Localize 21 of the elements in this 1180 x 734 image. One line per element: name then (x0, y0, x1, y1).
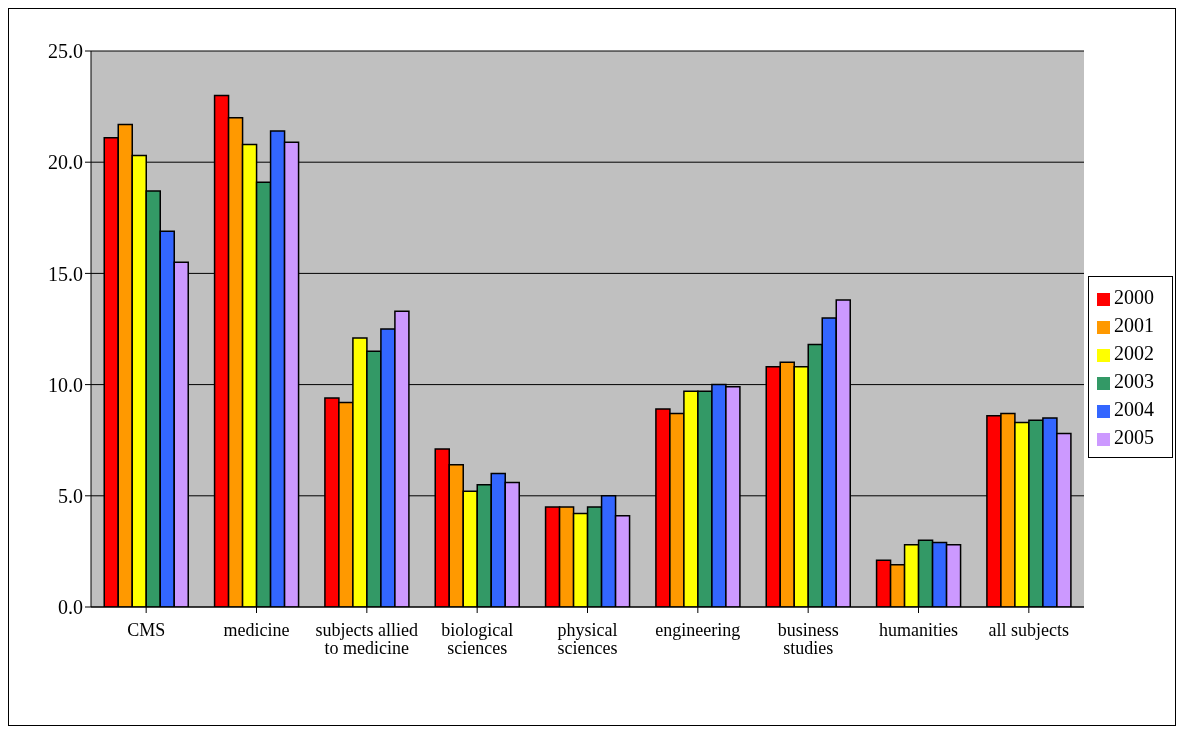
x-tick-label: humanities (879, 619, 958, 640)
x-tick-label: business studies (777, 619, 839, 658)
legend-label: 2000 (1114, 286, 1154, 308)
y-tick-label: 20.0 (48, 151, 83, 174)
x-tick-label: biological sciences (441, 619, 514, 658)
y-tick-label: 25.0 (48, 40, 83, 63)
legend-label: 2002 (1114, 342, 1154, 364)
legend-label: 2001 (1114, 314, 1154, 336)
x-tick-label: CMS (127, 619, 166, 640)
x-tick-label: subjects allied to medicine (315, 619, 419, 658)
y-tick-label: 0.0 (58, 596, 83, 619)
legend-label: 2004 (1114, 398, 1154, 420)
legend-label: 2005 (1114, 426, 1154, 448)
y-tick-label: 15.0 (48, 262, 83, 285)
x-tick-label: medicine (223, 619, 290, 640)
y-tick-label: 5.0 (58, 484, 83, 507)
x-tick-label: engineering (655, 619, 741, 640)
y-tick-label: 10.0 (48, 373, 83, 396)
legend-label: 2003 (1114, 370, 1154, 392)
x-tick-label: physical sciences (557, 619, 618, 658)
x-tick-label: all subjects (988, 619, 1070, 640)
